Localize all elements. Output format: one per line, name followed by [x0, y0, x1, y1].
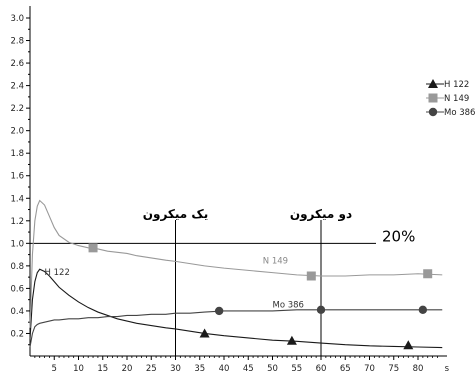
x-tick-label: 35 — [194, 364, 205, 374]
series-triangle — [29, 268, 443, 350]
series-circle — [29, 305, 443, 348]
y-tick-label: 2.6 — [10, 59, 24, 69]
circle-marker — [428, 107, 438, 117]
y-tick-label: 1.0 — [10, 239, 24, 249]
x-tick-label: 70 — [364, 364, 375, 374]
legend: H 122 N 149 Mo 386 — [426, 79, 475, 118]
x-tick-label: 50 — [267, 364, 278, 374]
triangle-marker — [428, 79, 438, 88]
x-tick-label: 15 — [97, 364, 108, 374]
circle-marker — [214, 306, 224, 316]
y-tick-label: 0.6 — [10, 284, 24, 294]
x-tick-label: 10 — [73, 364, 84, 374]
legend-item: Mo 386 — [426, 107, 475, 118]
x-tick-label: 25 — [146, 364, 157, 374]
x-unit-label: s — [445, 364, 450, 374]
series-line — [29, 268, 443, 349]
legend-label: Mo 386 — [444, 108, 475, 118]
legend-label: H 122 — [444, 80, 469, 90]
y-tick-label: 1.6 — [10, 172, 24, 182]
y-tick-label: 2.2 — [10, 104, 24, 114]
axes: 0.2 0.4 0.6 0.8 1.0 1.2 1.4 1.6 1.8 2.0 2.2 2.4 2.6 2… — [10, 6, 450, 374]
y-tick-label: 2.8 — [10, 37, 24, 47]
x-tick-label: 55 — [291, 364, 302, 374]
square-marker — [88, 243, 98, 253]
series-line — [29, 309, 443, 348]
x-tick-label: 20 — [122, 364, 133, 374]
legend-item: N 149 — [426, 93, 469, 104]
y-tick-label: 1.4 — [10, 194, 24, 204]
circle-marker — [316, 305, 326, 315]
x-tick-label: 75 — [388, 364, 399, 374]
legend-label: N 149 — [444, 94, 469, 104]
triangle-marker — [403, 340, 414, 350]
series-layer — [29, 199, 443, 350]
series-line — [29, 199, 443, 328]
square-marker — [428, 93, 438, 103]
x-tick-label: 40 — [219, 364, 230, 374]
series-square — [29, 199, 443, 328]
y-tick-label: 0.8 — [10, 262, 24, 272]
series-label: N 149 — [263, 257, 288, 267]
vertical-marker-label: یک میکرون — [143, 207, 208, 222]
x-tick-label: 5 — [52, 364, 57, 374]
square-marker — [423, 269, 433, 279]
y-tick-label: 1.8 — [10, 149, 24, 159]
y-tick-label: 3.0 — [10, 14, 24, 24]
y-tick-label: 2.4 — [10, 82, 24, 92]
x-tick-label: 80 — [413, 364, 424, 374]
y-tick-label: 0.2 — [10, 329, 24, 339]
y-tick-label: 0.4 — [10, 307, 24, 317]
triangle-marker — [286, 335, 297, 345]
x-tick-label: 45 — [243, 364, 254, 374]
reference-lines: 20% یک میکرون دو میکرون — [30, 207, 415, 356]
series-label: H 122 — [45, 268, 70, 278]
square-marker — [306, 271, 316, 281]
reference-line-label: 20% — [382, 227, 415, 245]
vertical-marker-label: دو میکرون — [290, 207, 352, 222]
x-tick-label: 30 — [170, 364, 181, 374]
x-tick-label: 60 — [316, 364, 327, 374]
circle-marker — [418, 305, 428, 315]
x-tick-label: 65 — [340, 364, 351, 374]
triangle-marker — [199, 328, 210, 338]
legend-item: H 122 — [426, 79, 469, 90]
y-tick-label: 2.0 — [10, 127, 24, 137]
labels: H 122 N 149 Mo 386 — [45, 257, 304, 311]
series-label: Mo 386 — [273, 301, 304, 311]
y-tick-label: 1.2 — [10, 217, 24, 227]
